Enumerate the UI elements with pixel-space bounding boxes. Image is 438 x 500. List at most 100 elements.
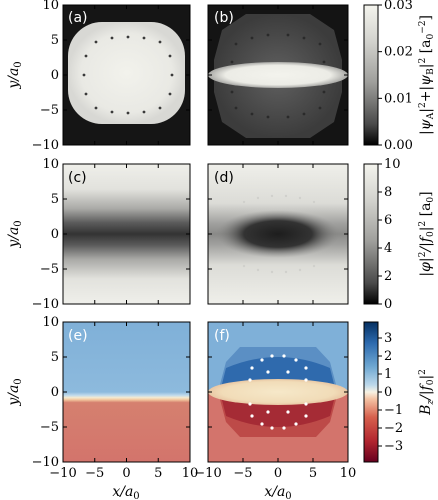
x-tick-label: 5 [309,466,317,481]
vortex-dot [298,196,302,200]
x-tick-label: 0 [122,466,130,481]
panel-label-d: (d) [214,170,234,186]
colorbar-tick-label: 4 [384,241,392,256]
y-tick-label: 0 [51,68,59,83]
vortex-dot [284,270,288,274]
colorbar-phi [363,163,379,305]
vortex-dot [286,370,290,374]
vortex-dot [82,73,86,77]
vortex-dot [94,40,98,44]
y-tick-label: −10 [32,138,59,153]
vortex-dot [230,90,234,94]
y-axis-label-row3: y/a0 [6,378,24,406]
vortex-dot [234,106,238,110]
vortex-dot [158,40,162,44]
vortex-dot [270,270,274,274]
vortex-dot [286,410,290,414]
colorbar-tick-label: 2 [384,349,392,364]
vortex-dot [260,422,264,426]
colorbar-tick-label: 6 [384,213,392,228]
colorbar-tick-label: −2 [384,421,403,436]
x-axis-label-right: x/a0 [264,484,291,500]
panel-e [63,322,190,462]
vortex-dot [302,36,306,40]
vortex-dot [322,90,326,94]
colorbar-tick-label: −3 [384,439,403,454]
y-tick-label: 10 [42,0,59,13]
panel-d [208,164,348,304]
panel-label-b: (b) [214,10,234,26]
x-tick-label: −5 [233,466,252,481]
vortex-dot [142,110,146,114]
vortex-dot [312,264,316,268]
vortex-dot [250,366,254,370]
colorbar-tick-label: 1 [384,367,392,382]
vortex-dot [286,33,290,37]
density-ellipse-b [208,62,348,88]
colorbar-label-field: Bz/|f0|2 [418,369,436,416]
neutral-ellipse-f [208,379,348,405]
y-tick-label: −5 [40,262,59,277]
vortex-dot [302,112,306,116]
vortex-dot [170,73,174,77]
colorbar-tick-label: 0 [384,297,392,312]
vortex-dot [110,36,114,40]
colorbar-tick-label: 8 [384,185,392,200]
vortex-dot [250,112,254,116]
vortex-dot [234,42,238,46]
y-axis-label-row2: y/a0 [6,220,24,248]
colorbar-tick-label: 0.03 [384,0,413,13]
vortex-dot [266,370,270,374]
vortex-dots-d [242,194,316,274]
y-tick-label: 5 [51,350,59,365]
panel-label-e: (e) [68,328,88,344]
vortex-dot [168,92,172,96]
panel-label-a: (a) [68,10,88,26]
panel-label-c: (c) [68,170,87,186]
vortex-dots-a [82,35,174,115]
vortex-dot [168,54,172,58]
y-tick-label: 10 [42,157,59,172]
y-tick-label: 5 [51,192,59,207]
y-tick-label: −10 [32,455,59,470]
vortex-dot [284,194,288,198]
vortex-dot [286,115,290,119]
vortex-dot [242,200,246,204]
vortex-dot [230,60,234,64]
y-tick-label: −5 [40,420,59,435]
colorbar-field [363,321,379,463]
vortex-dot [282,354,286,358]
x-axis-label-left: x/a0 [112,484,139,500]
vortex-dot [110,110,114,114]
vortex-dot [248,378,252,382]
vortex-dot [142,36,146,40]
vortex-dot [260,358,264,362]
colorbar-label-density: |ψA|2+|ψB|2 [a0−2] [418,15,436,135]
y-tick-label: 0 [51,385,59,400]
vortex-dot [158,106,162,110]
vortex-dot [298,268,302,272]
panel-f [208,322,348,462]
vortex-dot [270,354,274,358]
y-tick-label: 10 [42,315,59,330]
x-tick-label: 10 [182,466,199,481]
colorbar-tick-label: 0.02 [384,45,413,60]
vortex-dot [282,426,286,430]
vortex-dot [242,264,246,268]
vortex-dots-f [248,354,308,430]
y-tick-label: −5 [40,103,59,118]
vortex-dot [318,106,322,110]
panel-label-f: (f) [214,328,230,344]
vortex-dot [322,60,326,64]
vortex-dot [294,358,298,362]
panel-a [63,5,190,145]
vortex-dot [270,194,274,198]
vortex-dot [266,410,270,414]
panel-b [208,5,348,145]
vortex-dot [304,402,308,406]
vortex-dot [250,36,254,40]
x-tick-label: −10 [49,466,76,481]
colorbar-tick-label: 2 [384,269,392,284]
vortex-dot [94,106,98,110]
